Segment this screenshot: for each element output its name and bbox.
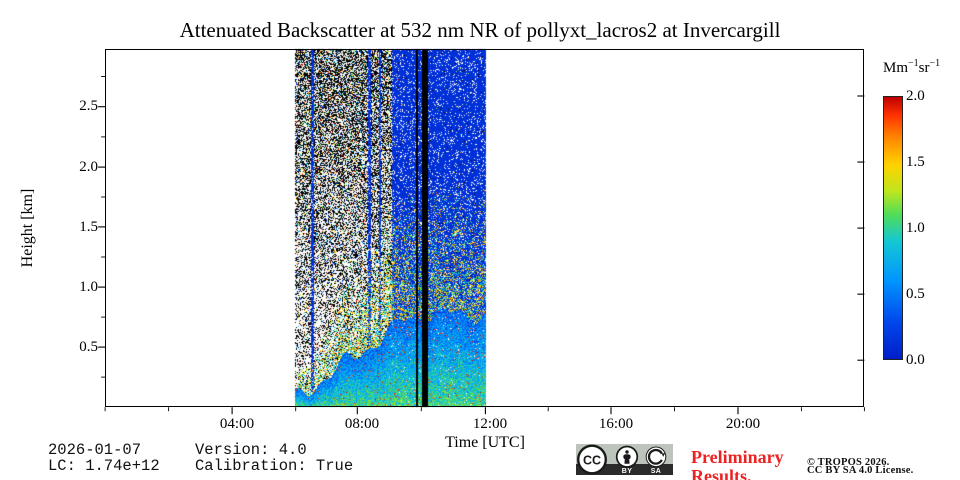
svg-text:SA: SA — [651, 468, 662, 475]
svg-text:CC: CC — [583, 453, 601, 467]
svg-text:BY: BY — [622, 468, 633, 475]
